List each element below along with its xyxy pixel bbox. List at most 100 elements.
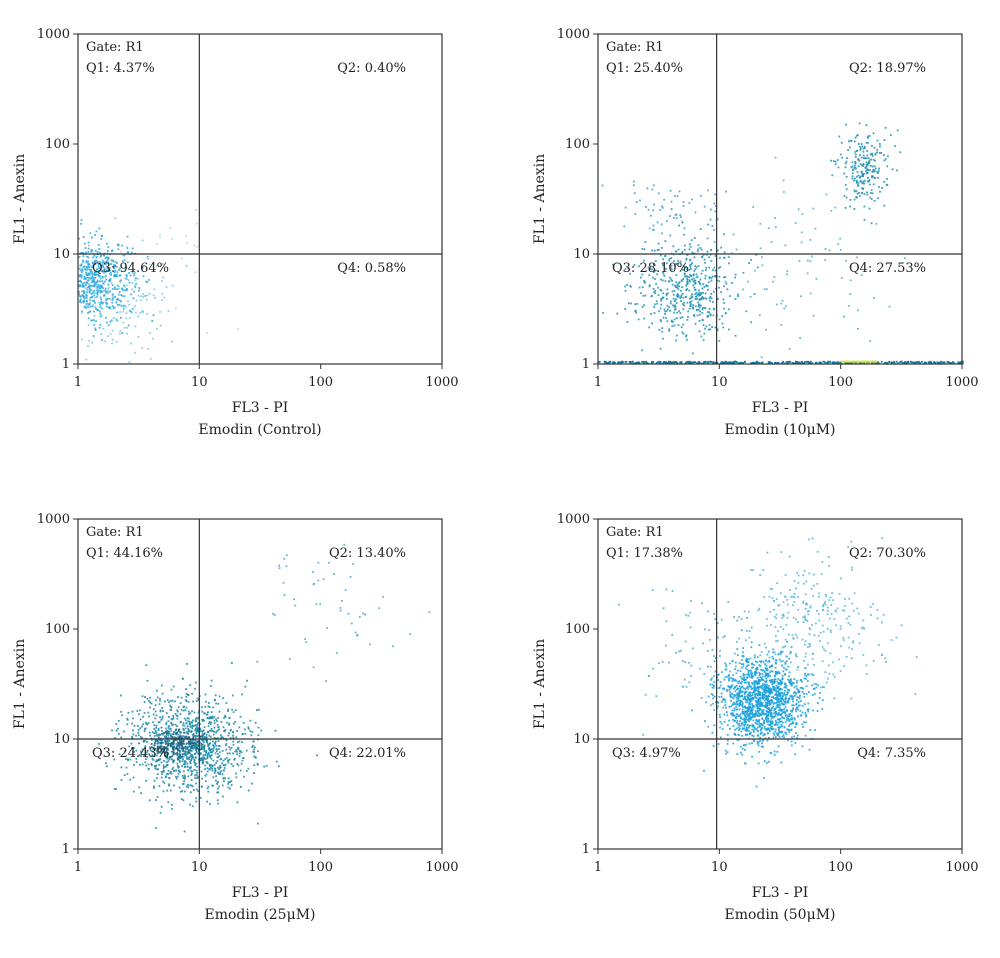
event-dot: [253, 751, 255, 753]
event-dot: [741, 712, 744, 715]
x-tick-label: 100: [828, 375, 853, 390]
event-dot: [756, 677, 759, 679]
event-dot: [148, 799, 151, 802]
event-dot: [162, 732, 165, 734]
event-dot: [700, 304, 702, 307]
event-dot: [775, 671, 778, 673]
event-dot: [759, 673, 761, 675]
event-dot: [195, 700, 198, 702]
event-dot: [862, 150, 865, 153]
event-dot: [736, 692, 739, 695]
y-tick-label: 100: [565, 137, 590, 152]
event-dot: [132, 776, 135, 779]
event-dot: [776, 699, 778, 702]
event-dot: [106, 335, 109, 338]
event-dot: [854, 162, 857, 165]
event-dot: [188, 749, 190, 752]
event-dot: [125, 766, 128, 769]
event-dot: [676, 286, 679, 289]
event-dot: [828, 249, 831, 252]
event-dot: [746, 724, 749, 726]
event-dot: [188, 710, 190, 713]
event-dot: [685, 257, 688, 260]
event-dot: [154, 730, 157, 732]
event-dot: [759, 705, 762, 707]
event-dot: [757, 698, 760, 701]
event-dot: [720, 692, 723, 695]
event-dot: [780, 664, 783, 667]
event-dot: [790, 723, 793, 725]
edge-event-dot: [739, 362, 742, 365]
edge-event-dot: [767, 361, 770, 364]
event-dot: [236, 741, 239, 744]
event-dot: [842, 636, 845, 639]
event-dot: [199, 727, 202, 730]
event-dot: [190, 757, 193, 760]
event-dot: [91, 319, 93, 322]
event-dot: [99, 315, 102, 318]
event-dot: [818, 619, 820, 622]
event-dot: [128, 309, 131, 312]
event-dot: [660, 232, 663, 235]
event-dot: [98, 227, 101, 230]
event-dot: [94, 250, 97, 252]
event-dot: [90, 250, 93, 253]
event-dot: [690, 295, 693, 297]
event-dot: [159, 324, 162, 327]
event-dot: [108, 267, 111, 269]
event-dot: [758, 715, 761, 717]
event-dot: [114, 737, 116, 739]
event-dot: [787, 611, 790, 614]
event-dot: [759, 736, 761, 739]
event-dot: [754, 728, 756, 730]
event-dot: [777, 697, 779, 700]
event-dot: [713, 228, 715, 231]
event-dot: [732, 674, 735, 676]
event-dot: [154, 747, 157, 750]
event-dot: [774, 697, 777, 699]
event-dot: [799, 337, 801, 339]
event-dot: [253, 772, 255, 774]
event-dot: [241, 693, 244, 696]
event-dot: [735, 705, 738, 708]
event-dot: [762, 709, 765, 711]
event-dot: [201, 710, 204, 713]
event-dot: [166, 789, 169, 792]
event-dot: [761, 739, 764, 742]
event-dot: [86, 300, 88, 302]
event-dot: [197, 711, 200, 714]
event-dot: [779, 708, 782, 710]
event-dot: [200, 745, 203, 747]
event-dot: [759, 676, 762, 678]
event-dot: [182, 748, 185, 751]
event-dot: [87, 306, 90, 309]
event-dot: [681, 292, 684, 295]
event-dot: [760, 651, 763, 653]
event-dot: [659, 209, 662, 211]
event-dot: [758, 682, 760, 685]
event-dot: [130, 251, 133, 254]
event-dot: [743, 724, 746, 727]
event-dot: [818, 592, 820, 595]
event-dot: [744, 720, 746, 722]
event-dot: [753, 715, 755, 717]
event-dot: [185, 700, 188, 703]
event-dot: [178, 769, 181, 772]
event-dot: [200, 770, 203, 773]
event-dot: [109, 333, 112, 335]
event-dot: [189, 712, 192, 715]
event-dot: [766, 714, 768, 717]
event-dot: [743, 727, 745, 730]
event-dot: [778, 730, 781, 733]
event-dot: [729, 693, 732, 696]
event-dot: [763, 713, 766, 716]
event-dot: [762, 724, 764, 727]
event-dot: [749, 711, 752, 714]
event-dot: [878, 186, 880, 188]
event-dot: [746, 665, 748, 668]
event-dot: [765, 288, 768, 291]
event-dot: [637, 318, 640, 321]
event-dot: [768, 656, 771, 659]
event-dot: [156, 750, 159, 753]
event-dot: [148, 753, 151, 756]
